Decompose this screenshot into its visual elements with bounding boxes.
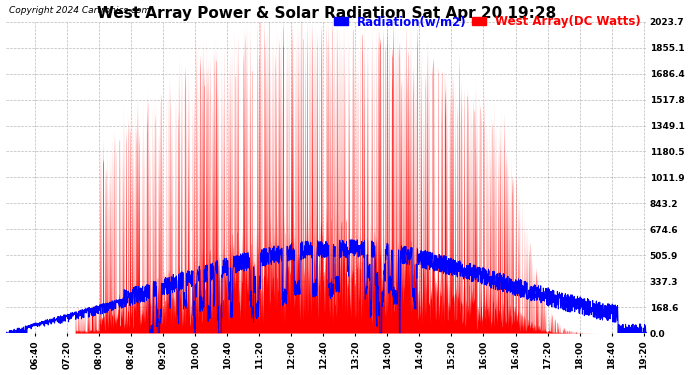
Legend: Radiation(w/m2), West Array(DC Watts): Radiation(w/m2), West Array(DC Watts) bbox=[333, 15, 641, 28]
Title: West Array Power & Solar Radiation Sat Apr 20 19:28: West Array Power & Solar Radiation Sat A… bbox=[97, 6, 556, 21]
Text: Copyright 2024 Cartronics.com: Copyright 2024 Cartronics.com bbox=[9, 6, 150, 15]
